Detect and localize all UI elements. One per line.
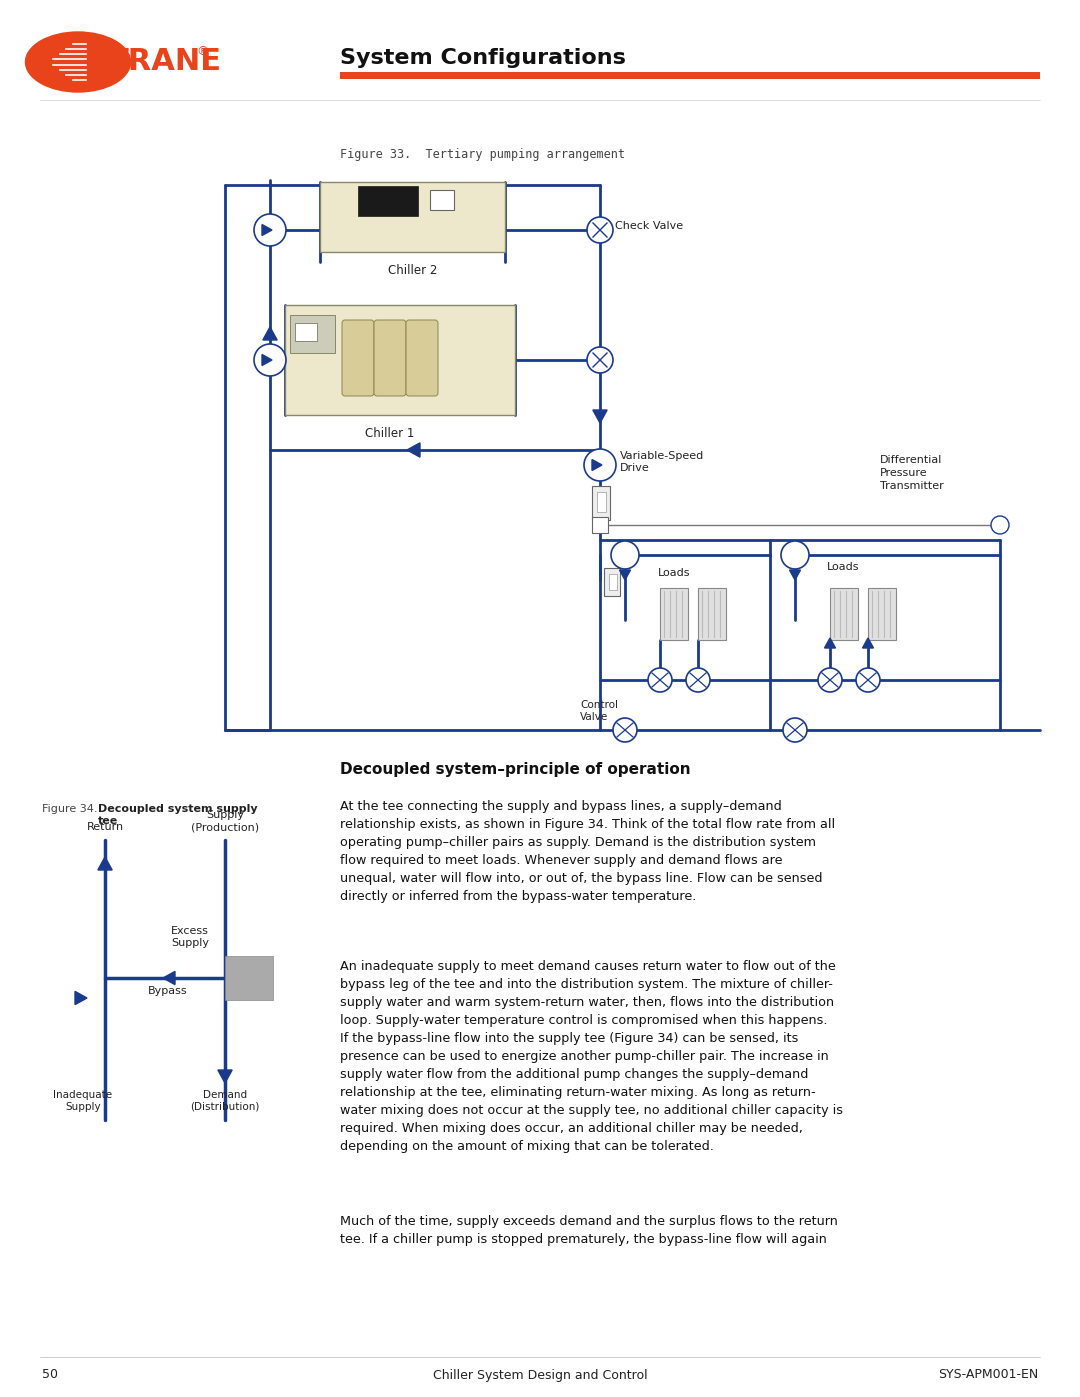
Polygon shape bbox=[75, 992, 87, 1004]
Polygon shape bbox=[593, 409, 607, 423]
Text: Excess
Supply: Excess Supply bbox=[171, 926, 210, 949]
Text: Inadequate
Supply: Inadequate Supply bbox=[53, 1090, 112, 1112]
Polygon shape bbox=[789, 570, 800, 580]
Text: At the tee connecting the supply and bypass lines, a supply–demand
relationship : At the tee connecting the supply and byp… bbox=[340, 800, 835, 902]
Bar bbox=[597, 492, 606, 511]
Circle shape bbox=[686, 668, 710, 692]
Text: Decoupled system supply
tee: Decoupled system supply tee bbox=[98, 805, 258, 827]
Text: Demand
(Distribution): Demand (Distribution) bbox=[190, 1090, 259, 1112]
Bar bbox=[291, 314, 335, 353]
Bar bbox=[285, 305, 515, 415]
Text: Figure 33.  Tertiary pumping arrangement: Figure 33. Tertiary pumping arrangement bbox=[340, 148, 625, 161]
Circle shape bbox=[783, 718, 807, 742]
Polygon shape bbox=[592, 460, 602, 471]
Polygon shape bbox=[863, 638, 874, 648]
Text: Chiller 2: Chiller 2 bbox=[388, 264, 437, 277]
Bar bbox=[225, 956, 273, 1000]
Text: Chiller 1: Chiller 1 bbox=[365, 427, 415, 440]
Circle shape bbox=[588, 346, 613, 373]
Text: Control
Valve: Control Valve bbox=[580, 700, 618, 722]
Bar bbox=[660, 588, 688, 640]
Polygon shape bbox=[824, 638, 836, 648]
Text: Supply
(Production): Supply (Production) bbox=[191, 810, 259, 833]
FancyBboxPatch shape bbox=[406, 320, 438, 395]
Text: Bypass: Bypass bbox=[148, 986, 188, 996]
Circle shape bbox=[613, 718, 637, 742]
Text: Check Valve: Check Valve bbox=[615, 221, 684, 231]
Bar bbox=[609, 574, 617, 590]
Polygon shape bbox=[98, 856, 112, 870]
Polygon shape bbox=[620, 570, 631, 580]
Polygon shape bbox=[218, 1070, 232, 1083]
Text: Chiller System Design and Control: Chiller System Design and Control bbox=[433, 1369, 647, 1382]
Text: Variable-Speed
Drive: Variable-Speed Drive bbox=[620, 451, 704, 474]
FancyBboxPatch shape bbox=[342, 320, 374, 395]
Circle shape bbox=[781, 541, 809, 569]
Text: Much of the time, supply exceeds demand and the surplus flows to the return
tee.: Much of the time, supply exceeds demand … bbox=[340, 1215, 838, 1246]
Bar bbox=[604, 569, 620, 597]
Circle shape bbox=[818, 668, 842, 692]
Circle shape bbox=[584, 448, 616, 481]
Circle shape bbox=[991, 515, 1009, 534]
Circle shape bbox=[588, 217, 613, 243]
Bar bbox=[430, 190, 454, 210]
Polygon shape bbox=[407, 443, 420, 457]
Bar bbox=[340, 73, 1040, 80]
Text: Return: Return bbox=[86, 821, 123, 833]
Polygon shape bbox=[262, 327, 278, 339]
Polygon shape bbox=[262, 225, 272, 236]
Circle shape bbox=[254, 214, 286, 246]
Text: Loads: Loads bbox=[827, 562, 860, 571]
Circle shape bbox=[254, 344, 286, 376]
Text: System Configurations: System Configurations bbox=[340, 47, 626, 68]
Text: SYS-APM001-EN: SYS-APM001-EN bbox=[937, 1369, 1038, 1382]
Circle shape bbox=[648, 668, 672, 692]
Bar bbox=[831, 588, 858, 640]
FancyBboxPatch shape bbox=[374, 320, 406, 395]
Bar bbox=[592, 517, 608, 534]
Bar bbox=[592, 486, 610, 520]
Bar bbox=[357, 186, 418, 217]
Bar bbox=[698, 588, 726, 640]
Text: Differential
Pressure
Transmitter: Differential Pressure Transmitter bbox=[880, 455, 944, 492]
Text: Figure 34.: Figure 34. bbox=[42, 805, 105, 814]
Text: An inadequate supply to meet demand causes return water to flow out of the
bypas: An inadequate supply to meet demand caus… bbox=[340, 960, 843, 1153]
Circle shape bbox=[856, 668, 880, 692]
Bar bbox=[868, 588, 896, 640]
Polygon shape bbox=[262, 355, 272, 366]
Bar bbox=[295, 323, 318, 341]
Text: TRANE: TRANE bbox=[108, 47, 222, 77]
Circle shape bbox=[611, 541, 639, 569]
Polygon shape bbox=[163, 971, 175, 985]
Text: 50: 50 bbox=[42, 1369, 58, 1382]
Text: Decoupled system–principle of operation: Decoupled system–principle of operation bbox=[340, 761, 690, 777]
Ellipse shape bbox=[26, 32, 131, 92]
Text: ®: ® bbox=[195, 46, 208, 59]
Bar bbox=[320, 182, 505, 251]
Text: Loads: Loads bbox=[658, 569, 690, 578]
